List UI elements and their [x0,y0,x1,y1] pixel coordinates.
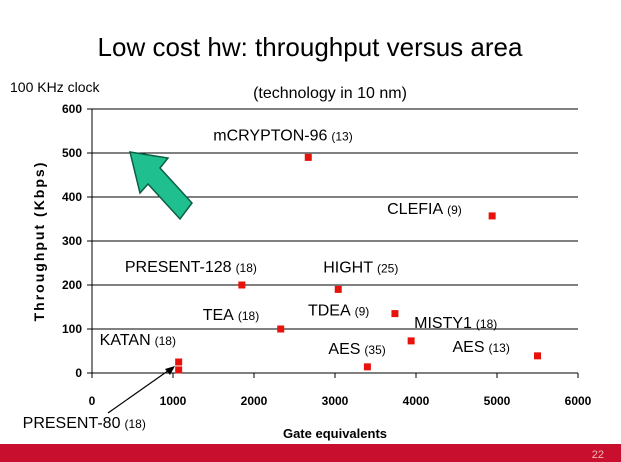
point-note: (18) [236,261,257,275]
x-axis-label: Gate equivalents [283,426,387,441]
point-name: AES [328,341,360,358]
point-name: TDEA [308,303,351,320]
point-label: TDEA (9) [308,303,369,320]
point-name: KATAN [100,332,151,349]
data-point [363,363,371,371]
data-point [391,310,399,318]
subtitle: (technology in 10 nm) [253,85,407,102]
data-point [488,212,496,220]
data-point [175,358,183,366]
point-label: CLEFIA (9) [387,201,462,218]
data-point [304,153,312,161]
point-note: (18) [155,334,176,348]
point-label: KATAN (18) [100,332,176,349]
y-axis-label: Throughput (Kbps) [31,161,47,322]
point-label: HIGHT (25) [323,259,398,276]
point-note: (9) [447,203,462,217]
point-note: (13) [489,341,510,355]
point-name: PRESENT-80 [23,415,121,432]
point-label: AES (35) [328,341,385,358]
x-tick-label: 0 [89,394,96,408]
point-label: PRESENT-80 (18) [23,415,146,432]
point-note: (9) [355,305,370,319]
y-tick-label: 600 [62,102,82,116]
x-tick-label: 1000 [160,394,187,408]
y-tick-label: 400 [62,190,82,204]
point-label: PRESENT-128 (18) [125,259,257,276]
x-tick-label: 3000 [322,394,349,408]
point-note: (35) [364,343,385,357]
trend-arrow [129,151,193,221]
x-tick-label: 6000 [565,394,592,408]
x-tick-label: 5000 [484,394,511,408]
point-label: AES (13) [453,339,510,356]
pointer-line [107,367,173,414]
point-label: TEA (18) [203,307,259,324]
data-point [238,281,246,289]
page-number: 22 [592,449,604,461]
footer-bar [0,444,621,462]
point-note: (18) [238,309,259,323]
point-name: mCRYPTON-96 [213,127,327,144]
point-name: MISTY1 [414,315,472,332]
y-tick-label: 100 [62,322,82,336]
annotation: 100 KHz clock [10,79,100,95]
point-note: (18) [476,317,497,331]
point-name: AES [453,339,485,356]
point-label: mCRYPTON-96 (13) [213,127,352,144]
x-tick-label: 2000 [241,394,268,408]
point-note: (13) [331,129,352,143]
y-tick-label: 300 [62,234,82,248]
data-point [175,366,183,374]
data-point [534,352,541,360]
point-note: (25) [377,261,398,275]
y-tick-label: 0 [75,366,82,380]
point-name: HIGHT [323,259,373,276]
point-note: (18) [124,417,145,431]
point-name: TEA [203,307,234,324]
y-tick-label: 200 [62,278,82,292]
point-label: MISTY1 (18) [414,315,497,332]
data-point [334,285,342,293]
chart-title: Low cost hw: throughput versus area [98,32,523,62]
pointer-head [165,366,175,375]
data-point [277,325,285,333]
y-tick-label: 500 [62,146,82,160]
point-name: PRESENT-128 [125,259,232,276]
point-name: CLEFIA [387,201,443,218]
data-point [407,337,415,345]
x-tick-label: 4000 [403,394,430,408]
